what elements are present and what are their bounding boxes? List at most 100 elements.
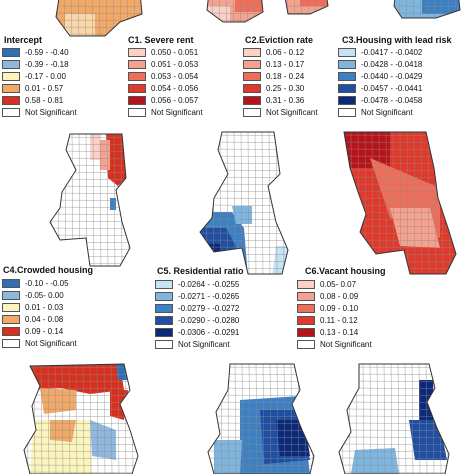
crowded-housing-map [23,363,139,474]
legend-item: -0.0478 - -0.0458 [338,94,422,106]
legend-swatch [2,95,20,105]
intercept-map [55,0,143,37]
severe-rent-map [206,0,264,23]
lead-risk-map [343,131,457,275]
legend-swatch [297,279,315,289]
legend-item: 0.050 - 0.051 [128,46,203,58]
legend-swatch [155,339,173,349]
legend-label: Not Significant [178,339,230,349]
legend-swatch [155,279,173,289]
legend-swatch [338,47,356,57]
legend-swatch [243,71,261,81]
legend-label: 0.054 - 0.056 [151,83,199,93]
legend-item: 0.13 - 0.14 [297,326,372,338]
legend-swatch [243,83,261,93]
residential-ratio-map [207,363,315,474]
legend-label: -0.39 - -0.18 [25,59,69,69]
crowded-housing-title: C4.Crowded housing [3,265,93,275]
legend-swatch [128,59,146,69]
legend-item: 0.01 - 0.03 [2,301,77,313]
legend-swatch [243,59,261,69]
eviction-rate-title: C2.Eviction rate [245,35,314,45]
legend-item: Not Significant [2,337,77,349]
legend-item: 0.054 - 0.056 [128,82,203,94]
residential-ratio-legend: -0.0264 - -0.0255 -0.0271 - -0.0265 -0.0… [155,278,239,350]
legend-item: 0.18 - 0.24 [243,70,318,82]
legend-item: 0.053 - 0.054 [128,70,203,82]
legend-swatch [128,83,146,93]
legend-item: -0.39 - -0.18 [2,58,77,70]
legend-swatch [2,47,20,57]
legend-item: -0.0306 - -0.0291 [155,326,239,338]
legend-label: -0.0264 - -0.0255 [178,279,240,289]
legend-swatch [338,83,356,93]
legend-label: 0.051 - 0.053 [151,59,199,69]
legend-swatch [2,314,20,324]
legend-label: -0.0417 - -0.0402 [361,47,423,57]
legend-swatch [2,326,20,336]
legend-swatch [243,107,261,117]
legend-label: 0.13 - 0.14 [320,327,359,337]
legend-label: 0.25 - 0.30 [266,83,305,93]
legend-label: 0.58 - 0.81 [25,95,64,105]
legend-item: -0.05- 0.00 [2,289,77,301]
legend-swatch [243,95,261,105]
legend-item: -0.0264 - -0.0255 [155,278,239,290]
legend-label: Not Significant [361,107,413,117]
legend-swatch [297,291,315,301]
legend-item: -0.0271 - -0.0265 [155,290,239,302]
legend-label: 0.13 - 0.17 [266,59,305,69]
legend-item: 0.06 - 0.12 [243,46,318,58]
legend-swatch [297,315,315,325]
legend-label: -0.17 - 0.00 [25,71,66,81]
legend-swatch [297,339,315,349]
vacant-housing-legend: 0.05- 0.07 0.08 - 0.09 0.09 - 0.10 0.11 … [297,278,372,350]
legend-swatch [155,303,173,313]
legend-item: 0.09 - 0.10 [297,302,372,314]
legend-swatch [128,107,146,117]
legend-item: 0.056 - 0.057 [128,94,203,106]
legend-label: -0.0290 - -0.0280 [178,315,240,325]
intercept-legend: -0.59 - -0.40 -0.39 - -0.18 -0.17 - 0.00… [2,46,77,118]
severe-rent-legend: 0.050 - 0.051 0.051 - 0.053 0.053 - 0.05… [128,46,203,118]
legend-swatch [297,327,315,337]
legend-item: Not Significant [2,106,77,118]
legend-item: 0.09 - 0.14 [2,325,77,337]
legend-item: 0.11 - 0.12 [297,314,372,326]
legend-label: -0.0428 - -0.0418 [361,59,423,69]
legend-item: Not Significant [128,106,203,118]
legend-label: -0.0478 - -0.0458 [361,95,423,105]
legend-label: 0.01 - 0.03 [25,302,64,312]
legend-item: Not Significant [338,106,422,118]
legend-swatch [2,338,20,348]
legend-item: 0.04 - 0.08 [2,313,77,325]
legend-swatch [2,83,20,93]
legend-swatch [2,302,20,312]
legend-label: 0.08 - 0.09 [320,291,359,301]
legend-label: Not Significant [25,338,77,348]
eviction-rate-legend: 0.06 - 0.12 0.13 - 0.17 0.18 - 0.24 0.25… [243,46,318,118]
legend-swatch [338,107,356,117]
intercept-title: Intercept [4,35,43,45]
vacant-housing-map [338,363,450,474]
legend-label: -0.0440 - -0.0429 [361,71,423,81]
legend-label: 0.050 - 0.051 [151,47,199,57]
legend-swatch [2,290,20,300]
legend-item: -0.0457 - -0.0441 [338,82,422,94]
legend-label: 0.04 - 0.08 [25,314,64,324]
legend-swatch [155,327,173,337]
legend-swatch [338,95,356,105]
legend-swatch [2,278,20,288]
legend-item: 0.13 - 0.17 [243,58,318,70]
legend-label: -0.0279 - -0.0272 [178,303,240,313]
crowded-housing-legend: -0.10 - -0.05 -0.05- 0.00 0.01 - 0.03 0.… [2,277,77,349]
legend-swatch [2,71,20,81]
legend-label: 0.053 - 0.054 [151,71,199,81]
eviction-rate-map [199,131,289,275]
legend-label: 0.056 - 0.057 [151,95,199,105]
legend-label: 0.05- 0.07 [320,279,357,289]
legend-label: 0.18 - 0.24 [266,71,305,81]
legend-item: Not Significant [155,338,239,350]
legend-swatch [297,303,315,313]
legend-item: -0.59 - -0.40 [2,46,77,58]
